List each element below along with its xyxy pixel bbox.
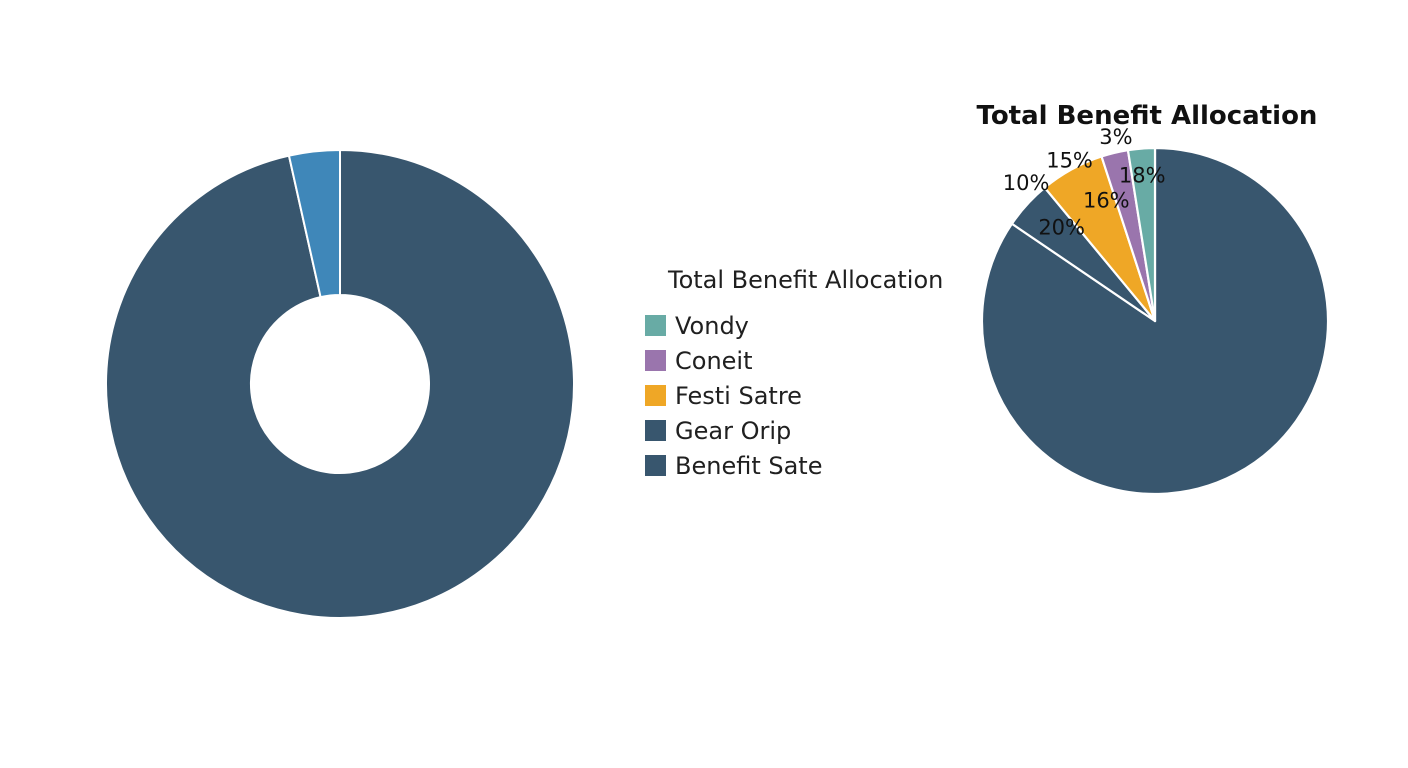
legend-swatch xyxy=(645,455,666,476)
donut-slice-minor xyxy=(287,149,341,299)
legend-item-benefit-sate: Benefit Sate xyxy=(645,452,822,480)
legend-item-gear-orip: Gear Orip xyxy=(645,417,791,445)
legend-item-vondy: Vondy xyxy=(645,312,749,340)
legend-label: Festi Satre xyxy=(675,382,802,410)
pie-title: Total Benefit Allocation xyxy=(977,101,1318,131)
pie-annotation: 16% xyxy=(1083,188,1130,212)
pie-annotation: 10% xyxy=(1003,171,1050,195)
legend: Total Benefit Allocation Vondy Coneit Fest… xyxy=(645,266,943,480)
donut-slice-main xyxy=(104,149,575,619)
legend-swatch xyxy=(645,385,666,406)
legend-title: Total Benefit Allocation xyxy=(667,266,943,294)
legend-swatch xyxy=(645,350,666,371)
legend-label: Gear Orip xyxy=(675,417,791,445)
pie-annotation: 18% xyxy=(1119,164,1166,188)
pie-annotation: 20% xyxy=(1038,216,1085,240)
legend-item-festi-satre: Festi Satre xyxy=(645,382,802,410)
donut-chart xyxy=(104,149,575,619)
pie-annotation: 15% xyxy=(1046,148,1093,172)
legend-label: Benefit Sate xyxy=(675,452,822,480)
pie-chart: Total Benefit Allocation xyxy=(977,101,1330,496)
legend-label: Coneit xyxy=(675,347,753,375)
legend-label: Vondy xyxy=(675,312,749,340)
pie-annotation: 3% xyxy=(1099,125,1132,149)
legend-swatch xyxy=(645,315,666,336)
legend-item-coneit: Coneit xyxy=(645,347,753,375)
legend-swatch xyxy=(645,420,666,441)
pie-slice-vondy xyxy=(1126,146,1157,323)
